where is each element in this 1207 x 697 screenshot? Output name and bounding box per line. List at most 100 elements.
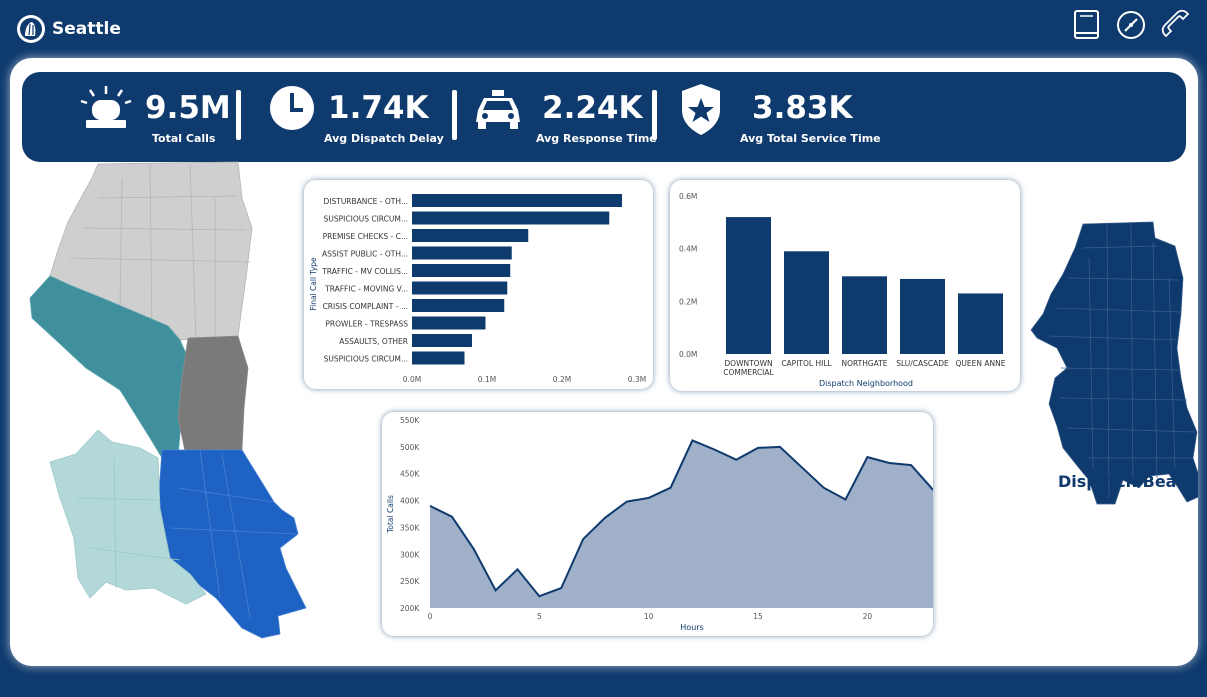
y-tick-label: 350K (400, 523, 420, 532)
area-fill (430, 440, 933, 608)
category-label: SUSPICIOUS CIRCUM... (324, 215, 408, 224)
siren-icon (80, 86, 132, 128)
phone-icon[interactable] (1159, 8, 1191, 42)
category-label: PROWLER - TRESPASS (325, 320, 408, 329)
kpi-bar: 9.5M Total Calls 1.74K Avg Dispatch Dela… (22, 72, 1186, 162)
category-label: DOWNTOWN (724, 359, 772, 368)
bar (412, 194, 622, 207)
kpi-value: 2.24K (542, 90, 643, 126)
x-tick-label: 0.0M (403, 375, 421, 384)
y-tick-label: 0.6M (679, 192, 697, 201)
police-car-icon (476, 90, 520, 129)
x-tick-label: 20 (863, 612, 873, 621)
category-label: NORTHGATE (841, 359, 887, 368)
bar (412, 351, 465, 365)
kpi-avg-response-time: 2.24K Avg Response Time (474, 82, 657, 152)
kpi-label: Avg Total Service Time (740, 132, 881, 145)
y-tick-label: 450K (400, 470, 420, 479)
category-label: TRAFFIC - MV COLLIS... (321, 267, 408, 276)
y-tick-label: 200K (400, 604, 420, 613)
call-type-bar-chart: DISTURBANCE - OTH... SUSPICIOUS CIRCUM...… (304, 180, 653, 389)
category-label: PREMISE CHECKS - C... (323, 232, 408, 241)
clock-icon (270, 86, 314, 130)
precinct-map[interactable] (10, 158, 310, 648)
bar (958, 293, 1003, 354)
kpi-value: 3.83K (752, 90, 853, 126)
dispatch-beats-title: Dispatch Beats (1058, 472, 1194, 491)
bar (412, 264, 511, 277)
x-axis-label: Dispatch Neighborhood (819, 379, 913, 388)
dispatch-beats-map[interactable] (1027, 218, 1198, 508)
book-icon[interactable] (1071, 8, 1103, 42)
y-tick-label: 0.0M (679, 350, 697, 359)
category-label: QUEEN ANNE (956, 359, 1006, 368)
x-tick-label: 10 (644, 612, 654, 621)
category-label: SUSPICIOUS CIRCUM... (324, 355, 408, 364)
kpi-total-calls: 9.5M Total Calls (78, 82, 238, 152)
neighborhood-bar-chart: 0.6M 0.4M 0.2M 0.0M DOWNTOWN COMMERCIAL CAPITO… (670, 180, 1020, 391)
kpi-avg-dispatch-delay: 1.74K Avg Dispatch Delay (268, 82, 448, 152)
bar (412, 281, 508, 295)
y-axis-label: Total Calls (386, 495, 395, 534)
map-region-south[interactable] (157, 449, 307, 639)
y-tick-label: 550K (400, 416, 420, 425)
category-label: CAPITOL HILL (781, 359, 832, 368)
kpi-divider (652, 90, 657, 140)
bar (412, 211, 610, 225)
bar (784, 251, 829, 354)
kpi-divider (236, 90, 241, 140)
map-region-east[interactable] (177, 335, 249, 457)
bar (412, 246, 512, 260)
kpi-divider (452, 90, 457, 140)
bar (412, 316, 486, 330)
y-tick-label: 250K (400, 577, 420, 586)
x-tick-label: 0.2M (553, 375, 571, 384)
category-label: SLU/CASCADE (896, 359, 949, 368)
beats-map-shape[interactable] (1030, 221, 1198, 505)
x-axis-label: Hours (680, 623, 703, 632)
bar (412, 334, 472, 347)
kpi-value: 1.74K (328, 90, 429, 126)
hourly-calls-area-chart: 550K 500K 450K 400K 350K 300K 250K 200K 0 5 10 15 20… (382, 412, 933, 636)
kpi-label: Total Calls (152, 132, 216, 145)
y-tick-label: 0.4M (679, 245, 697, 254)
y-tick-label: 400K (400, 497, 420, 506)
top-icons (1071, 8, 1191, 42)
y-tick-label: 0.2M (679, 297, 697, 306)
hourly-chart-svg: 550K 500K 450K 400K 350K 300K 250K 200K 0 5 10 15 20… (386, 416, 933, 632)
kpi-label: Avg Response Time (536, 132, 657, 145)
top-bar: Seattle (0, 0, 1207, 58)
category-label: CRISIS COMPLAINT - ... (323, 302, 408, 311)
series-line (429, 439, 933, 598)
compass-icon[interactable] (1115, 8, 1147, 42)
police-badge-icon (682, 84, 720, 135)
category-label: ASSIST PUBLIC - OTH... (322, 250, 408, 259)
x-tick-label: 5 (537, 612, 542, 621)
call-type-chart-svg: DISTURBANCE - OTH... SUSPICIOUS CIRCUM...… (309, 194, 646, 384)
bar (842, 276, 887, 354)
y-axis-label: Final Call Type (309, 257, 318, 311)
category-label: DISTURBANCE - OTH... (323, 197, 408, 206)
city-name: Seattle (52, 19, 121, 39)
brand: Seattle (16, 14, 121, 44)
bar (726, 217, 771, 354)
x-tick-label: 0.3M (628, 375, 646, 384)
kpi-value: 9.5M (145, 90, 231, 126)
category-label: COMMERCIAL (723, 368, 774, 377)
bar (412, 299, 505, 312)
dashboard-canvas: 9.5M Total Calls 1.74K Avg Dispatch Dela… (10, 58, 1198, 666)
x-tick-label: 0.1M (478, 375, 496, 384)
kpi-avg-total-service-time: 3.83K Avg Total Service Time (678, 82, 898, 152)
kpi-label: Avg Dispatch Delay (324, 132, 444, 145)
category-label: TRAFFIC - MOVING V... (324, 285, 408, 294)
bar (900, 278, 945, 354)
map-region-southwest[interactable] (49, 429, 207, 605)
category-label: ASSAULTS, OTHER (339, 337, 408, 346)
y-tick-label: 500K (400, 443, 420, 452)
y-tick-label: 300K (400, 550, 420, 559)
x-tick-label: 15 (753, 612, 763, 621)
seattle-seal-icon (17, 15, 45, 43)
x-tick-label: 0 (428, 612, 433, 621)
bar (412, 229, 529, 242)
